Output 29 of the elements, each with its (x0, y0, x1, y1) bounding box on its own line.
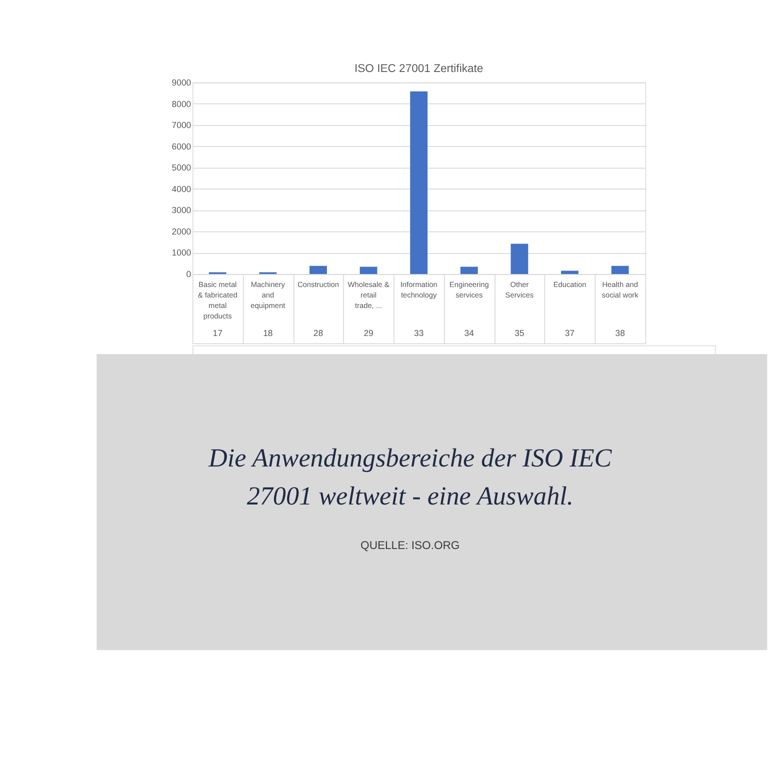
bar (360, 266, 378, 274)
text: 29 (364, 328, 374, 338)
bar (561, 270, 578, 274)
y-tick-label: 9000 (172, 77, 192, 88)
text: 37 (564, 328, 575, 338)
y-tick-label: 7000 (172, 120, 192, 130)
text: 34 (464, 328, 474, 338)
source-note: QUELLE: ISO.ORG (360, 540, 460, 552)
text: 33 (414, 328, 424, 338)
chart-title: ISO IEC 27001 Zertifikate (354, 62, 484, 75)
y-tick-label: 8000 (172, 98, 192, 109)
y-tick-label: 6000 (172, 141, 192, 152)
y-tick-label: 4000 (172, 184, 192, 194)
bar (410, 91, 428, 274)
text: 18 (263, 328, 273, 338)
y-tick-label: 0 (186, 269, 192, 280)
y-tick-label: 1000 (172, 248, 192, 258)
y-tick-label: 2000 (172, 226, 192, 236)
text: Die Anwendungsbereiche der ISO IEC 27001 weltweit - eine Auswahl. (208, 443, 612, 511)
bar (310, 266, 327, 274)
bar (611, 266, 629, 274)
text: 38 (615, 328, 626, 338)
text: 35 (514, 328, 524, 338)
text: 28 (313, 328, 324, 338)
bar (460, 266, 478, 274)
text: 17 (212, 328, 223, 338)
y-tick-label: 5000 (172, 162, 192, 173)
y-tick-label: 3000 (172, 205, 192, 216)
bar (510, 244, 528, 274)
